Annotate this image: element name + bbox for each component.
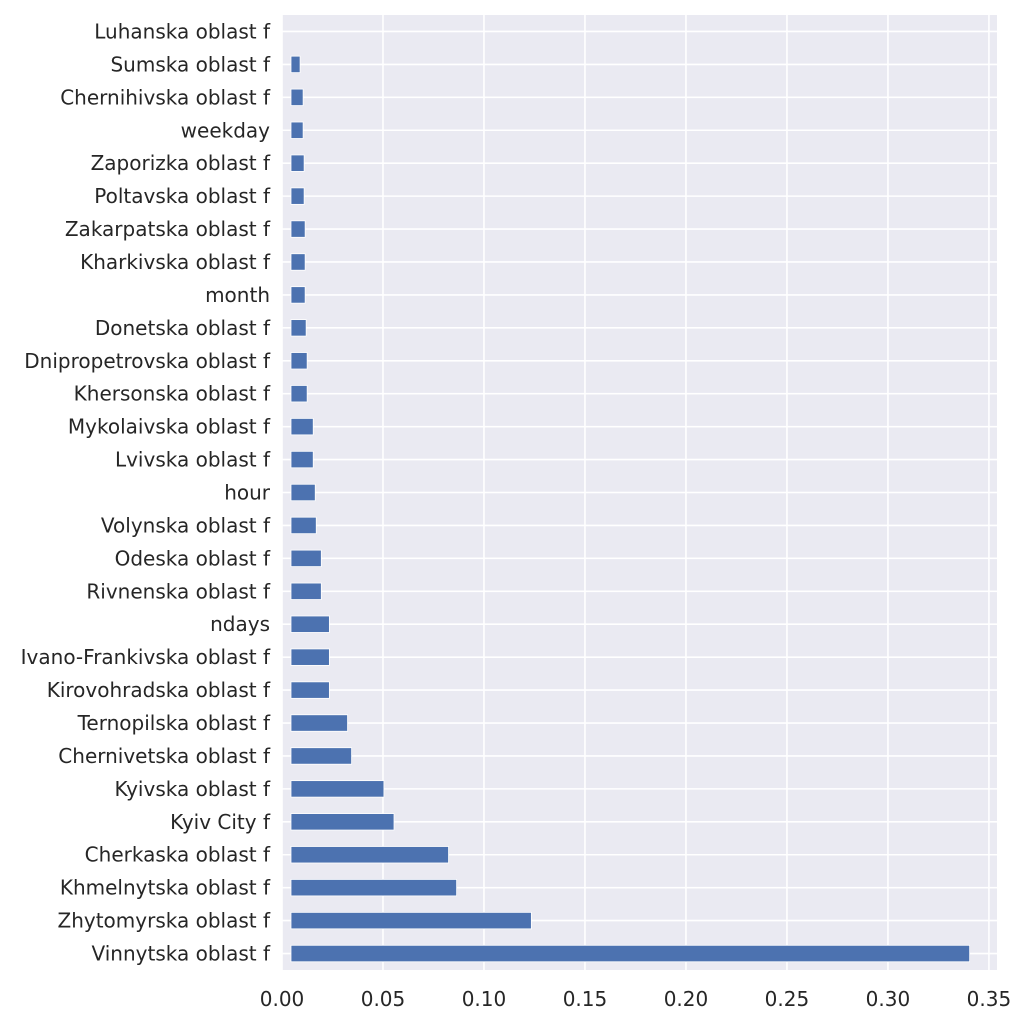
x-axis-tick-labels: 0.00 0.05 0.10 0.15 0.20 0.25 0.30 0.35 — [260, 987, 1011, 1011]
bar — [290, 549, 322, 567]
bar — [290, 88, 304, 106]
category-label: Donetska oblast f — [95, 316, 271, 340]
bar — [290, 352, 308, 370]
category-label: Kyiv City f — [170, 810, 271, 834]
bar — [290, 483, 316, 502]
category-label: hour — [224, 481, 271, 505]
bar — [290, 747, 352, 765]
category-label: Rivnenska oblast f — [86, 579, 271, 603]
x-tick-label: 0.30 — [866, 987, 911, 1011]
x-tick-label: 0.00 — [260, 987, 305, 1011]
category-label: Lvivska oblast f — [115, 448, 271, 472]
category-label: Cherkaska oblast f — [85, 843, 271, 867]
x-tick-label: 0.20 — [664, 987, 709, 1011]
x-tick-label: 0.35 — [967, 987, 1012, 1011]
bar — [290, 911, 532, 930]
category-label: Khmelnytska oblast f — [60, 876, 271, 900]
x-tick-label: 0.25 — [765, 987, 810, 1011]
category-label: Zakarpatska oblast f — [65, 217, 271, 241]
bar — [290, 319, 307, 337]
category-label: Ternopilska oblast f — [77, 711, 271, 735]
bar — [290, 418, 314, 436]
category-label: weekday — [181, 118, 271, 142]
category-label: Volynska oblast f — [101, 513, 271, 537]
bar — [290, 55, 301, 74]
bar — [290, 450, 314, 469]
category-label: month — [205, 283, 270, 307]
bar — [290, 516, 317, 535]
category-label: Zaporizka oblast f — [91, 151, 271, 175]
category-label: Odeska oblast f — [115, 546, 271, 570]
x-tick-label: 0.05 — [361, 987, 406, 1011]
category-label: Kirovohradska oblast f — [47, 678, 271, 702]
category-label: Sumska oblast f — [110, 52, 270, 76]
category-label: Dnipropetrovska oblast f — [24, 349, 271, 373]
category-labels: Vinnytska oblast f Zhytomyrska oblast f Kh… — [21, 19, 271, 965]
category-label: Vinnytska oblast f — [92, 942, 271, 966]
bar — [290, 253, 306, 271]
category-label: Chernihivska oblast f — [60, 85, 271, 109]
category-label: Chernivetska oblast f — [58, 744, 271, 768]
bar — [290, 615, 330, 633]
bar — [290, 714, 348, 732]
bar — [290, 187, 305, 205]
category-label: Ivano-Frankivska oblast f — [21, 645, 271, 669]
bar — [290, 121, 304, 139]
category-label: Kyivska oblast f — [114, 777, 271, 801]
category-label: ndays — [210, 612, 270, 636]
bars — [290, 55, 971, 963]
bar — [290, 582, 322, 600]
bar — [290, 286, 306, 304]
x-tick-label: 0.10 — [462, 987, 507, 1011]
bar — [290, 220, 306, 238]
category-label: Zhytomyrska oblast f — [58, 909, 271, 933]
bar — [290, 813, 395, 831]
bar — [290, 879, 458, 897]
category-label: Khersonska oblast f — [74, 382, 271, 406]
bar — [290, 780, 385, 798]
category-label: Mykolaivska oblast f — [68, 415, 271, 439]
category-label: Luhanska oblast f — [94, 19, 271, 43]
category-label: Kharkivska oblast f — [80, 250, 271, 274]
bar — [290, 944, 971, 963]
bar — [290, 648, 330, 666]
bar — [290, 681, 330, 699]
bar — [290, 846, 449, 864]
category-label: Poltavska oblast f — [94, 184, 271, 208]
x-tick-label: 0.15 — [563, 987, 608, 1011]
bar — [290, 154, 305, 172]
bar — [290, 385, 308, 403]
